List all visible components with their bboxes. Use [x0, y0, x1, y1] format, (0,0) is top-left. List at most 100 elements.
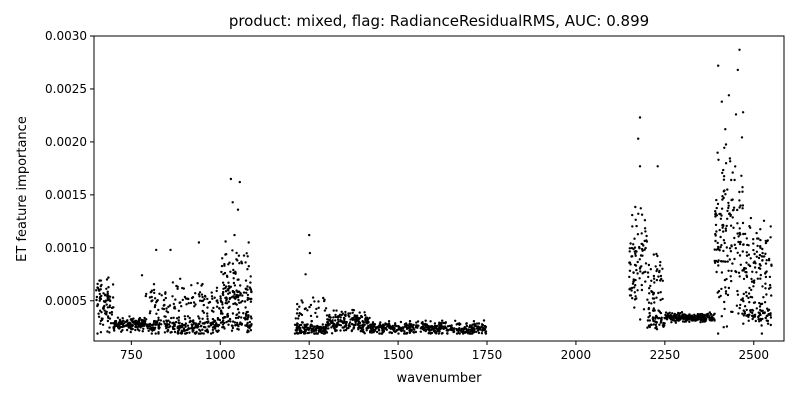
data-point: [175, 317, 179, 320]
data-point: [193, 326, 196, 330]
data-point: [97, 315, 101, 318]
data-point: [312, 330, 315, 333]
data-point: [308, 305, 311, 309]
data-point: [106, 315, 110, 318]
data-point: [649, 284, 652, 288]
data-point: [659, 274, 663, 278]
data-point: [752, 248, 755, 252]
data-point: [634, 264, 638, 267]
data-point: [307, 328, 310, 332]
data-point: [345, 322, 348, 326]
data-point: [392, 329, 396, 333]
data-point: [655, 278, 659, 282]
data-point: [245, 323, 249, 326]
data-point: [106, 330, 109, 333]
data-point: [633, 237, 636, 240]
data-point: [684, 314, 687, 317]
data-point: [722, 230, 725, 233]
data-point: [233, 233, 236, 237]
data-point: [720, 315, 723, 318]
data-point: [678, 316, 682, 319]
data-point: [100, 283, 103, 287]
data-point: [733, 243, 736, 246]
data-point: [132, 320, 135, 323]
data-point: [745, 261, 748, 264]
data-point: [652, 253, 655, 256]
data-point: [760, 332, 764, 335]
data-point: [108, 295, 112, 298]
data-point: [104, 299, 108, 302]
data-point: [670, 317, 673, 320]
data-point: [234, 316, 238, 320]
data-point: [350, 329, 354, 332]
data-point: [221, 281, 225, 284]
data-point: [348, 325, 351, 328]
data-point: [442, 321, 445, 325]
data-point: [643, 248, 646, 251]
data-point: [656, 254, 659, 258]
data-point: [410, 325, 413, 328]
data-point: [322, 296, 325, 300]
data-point: [148, 296, 152, 299]
data-point: [748, 286, 751, 290]
data-point: [225, 299, 228, 302]
data-point: [204, 329, 207, 332]
data-point: [444, 322, 447, 325]
data-point: [296, 302, 299, 306]
data-point: [724, 193, 727, 196]
data-point: [425, 323, 428, 326]
data-point: [236, 208, 240, 211]
data-point: [634, 254, 637, 257]
data-point: [143, 316, 146, 320]
data-point: [646, 298, 649, 301]
data-point: [384, 326, 387, 330]
data-point: [157, 332, 160, 335]
data-point: [224, 240, 227, 243]
data-point: [475, 322, 479, 325]
data-point: [403, 323, 407, 326]
data-point: [109, 299, 112, 303]
data-point: [215, 299, 218, 303]
data-point: [207, 325, 210, 328]
data-point: [155, 301, 158, 304]
data-point: [293, 332, 297, 335]
data-point: [716, 202, 720, 206]
data-point: [722, 260, 725, 263]
data-point: [163, 322, 166, 325]
data-point: [738, 190, 741, 194]
data-point: [148, 325, 152, 328]
data-point: [95, 289, 98, 292]
data-point: [206, 312, 209, 315]
data-point: [191, 330, 194, 333]
data-point: [693, 317, 696, 320]
data-point: [664, 316, 667, 320]
data-point: [334, 313, 337, 317]
data-point: [304, 273, 307, 276]
data-point: [482, 319, 486, 322]
data-point: [633, 291, 636, 294]
data-point: [234, 270, 237, 273]
data-point: [741, 312, 744, 315]
data-point: [424, 319, 427, 322]
data-point: [228, 305, 231, 308]
data-point: [352, 323, 356, 327]
data-point: [473, 324, 476, 328]
data-point: [634, 205, 637, 209]
data-point: [128, 326, 131, 329]
data-point: [227, 285, 231, 288]
data-point: [246, 255, 249, 258]
data-point: [451, 326, 454, 329]
data-point: [242, 291, 246, 294]
data-point: [751, 308, 754, 312]
data-point: [110, 313, 114, 316]
data-point: [150, 332, 153, 335]
data-point: [629, 294, 633, 297]
data-point: [385, 328, 388, 331]
data-point: [375, 330, 379, 334]
data-point: [365, 316, 368, 319]
data-point: [435, 324, 439, 328]
data-point: [722, 190, 725, 193]
data-point: [189, 301, 193, 305]
data-point: [433, 329, 437, 332]
data-point: [110, 310, 114, 314]
